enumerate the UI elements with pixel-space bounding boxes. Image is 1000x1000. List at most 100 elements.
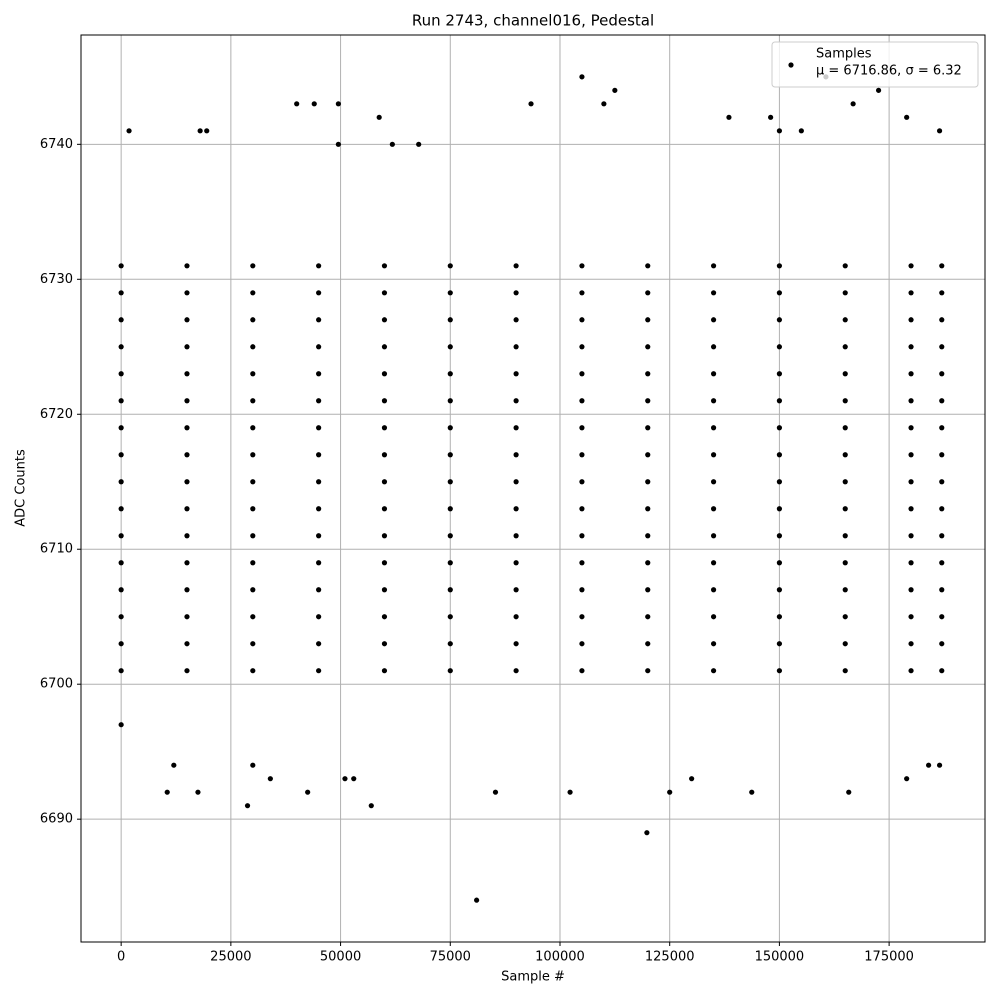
point: [939, 290, 945, 296]
point: [908, 587, 914, 593]
point: [381, 506, 388, 512]
point: [316, 506, 322, 512]
point: [381, 290, 388, 296]
point: [776, 344, 783, 350]
point: [842, 668, 848, 674]
point: [645, 425, 651, 431]
point: [710, 263, 717, 269]
point: [184, 587, 190, 593]
point: [842, 587, 848, 593]
point: [513, 344, 519, 350]
point: [842, 614, 848, 620]
point: [118, 263, 124, 269]
point: [381, 614, 388, 620]
point: [645, 533, 651, 539]
point: [749, 789, 755, 795]
point: [612, 87, 618, 93]
point: [710, 479, 717, 485]
point: [118, 290, 124, 296]
point: [250, 587, 256, 593]
point: [908, 344, 914, 350]
point: [118, 371, 124, 377]
point: [184, 371, 190, 377]
point: [294, 101, 300, 107]
point: [118, 533, 124, 539]
point: [447, 398, 453, 404]
point: [936, 128, 943, 134]
point: [645, 587, 651, 593]
point: [447, 560, 453, 566]
point: [204, 128, 210, 134]
point: [846, 789, 852, 795]
point: [447, 263, 453, 269]
x-tick-label: 50000: [320, 950, 361, 965]
point: [528, 101, 534, 107]
point: [579, 398, 585, 404]
point: [939, 371, 945, 377]
point: [184, 263, 190, 269]
point: [447, 614, 453, 620]
point: [316, 317, 322, 323]
point: [939, 560, 945, 566]
point: [842, 398, 848, 404]
point: [381, 452, 388, 458]
point: [368, 803, 374, 809]
y-tick-label: 6690: [40, 812, 73, 827]
point: [492, 789, 499, 795]
point: [936, 762, 943, 768]
point: [184, 317, 190, 323]
point: [842, 533, 848, 539]
point: [267, 776, 273, 782]
point: [184, 425, 190, 431]
point: [447, 344, 453, 350]
point: [776, 479, 783, 485]
point: [908, 533, 914, 539]
point: [351, 776, 357, 782]
point: [939, 668, 945, 674]
point: [513, 452, 519, 458]
point: [579, 560, 585, 566]
point: [447, 587, 453, 593]
point: [184, 560, 190, 566]
point: [842, 263, 848, 269]
point: [645, 452, 651, 458]
grid: [81, 35, 985, 942]
point: [645, 614, 651, 620]
point: [381, 317, 388, 323]
point: [645, 506, 651, 512]
point: [250, 263, 256, 269]
point: [447, 371, 453, 377]
point: [776, 452, 783, 458]
point: [376, 114, 382, 120]
point: [250, 762, 256, 768]
point: [908, 371, 914, 377]
point: [118, 479, 124, 485]
point: [513, 479, 519, 485]
point: [939, 587, 945, 593]
point: [126, 128, 132, 134]
point: [710, 587, 717, 593]
point: [447, 668, 453, 674]
point: [645, 560, 651, 566]
point: [381, 398, 388, 404]
point: [710, 425, 717, 431]
point: [579, 290, 585, 296]
point: [197, 128, 203, 134]
point: [447, 641, 453, 647]
point: [710, 641, 717, 647]
point: [601, 101, 607, 107]
point: [118, 317, 124, 323]
point: [567, 789, 573, 795]
point: [316, 398, 322, 404]
point: [513, 317, 519, 323]
point: [250, 641, 256, 647]
point: [447, 290, 453, 296]
point: [579, 506, 585, 512]
point: [513, 290, 519, 296]
point: [579, 74, 585, 80]
axes: 0 25000 50000 75000 100000 125000 150000 175000…: [40, 137, 914, 965]
point: [939, 317, 945, 323]
point: [164, 789, 170, 795]
point: [579, 641, 585, 647]
